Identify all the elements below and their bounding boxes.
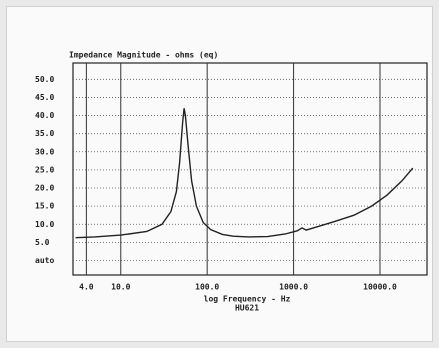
y-tick-label: 30.0 xyxy=(35,147,54,156)
plot-area xyxy=(72,62,428,276)
y-tick-label: 35.0 xyxy=(35,129,54,138)
x-tick-label: 10000.0 xyxy=(363,283,397,292)
y-tick-label: 20.0 xyxy=(35,184,54,193)
x-tick-label: 100.0 xyxy=(195,283,219,292)
y-tick-label: 25.0 xyxy=(35,165,54,174)
chart-title: Impedance Magnitude - ohms (eq) xyxy=(69,50,218,60)
y-tick-label: 15.0 xyxy=(35,202,54,211)
y-tick-label: auto xyxy=(35,256,54,265)
x-axis-label: log Frequency - Hz xyxy=(204,295,291,304)
chart-frame: Impedance Magnitude - ohms (eq) log Freq… xyxy=(6,6,433,342)
chart: Impedance Magnitude - ohms (eq) log Freq… xyxy=(35,50,428,313)
y-tick-label: 45.0 xyxy=(35,93,54,102)
subtitle: HU621 xyxy=(235,304,259,313)
x-tick-label: 10.0 xyxy=(111,283,130,292)
y-tick-label: 10.0 xyxy=(35,220,54,229)
y-tick-label: 50.0 xyxy=(35,75,54,84)
y-tick-label: 40.0 xyxy=(35,111,54,120)
y-tick-label: 5.0 xyxy=(35,238,50,247)
data-line xyxy=(75,108,414,239)
x-tick-label: 1000.0 xyxy=(279,283,308,292)
x-tick-label: 4.0 xyxy=(79,283,94,292)
